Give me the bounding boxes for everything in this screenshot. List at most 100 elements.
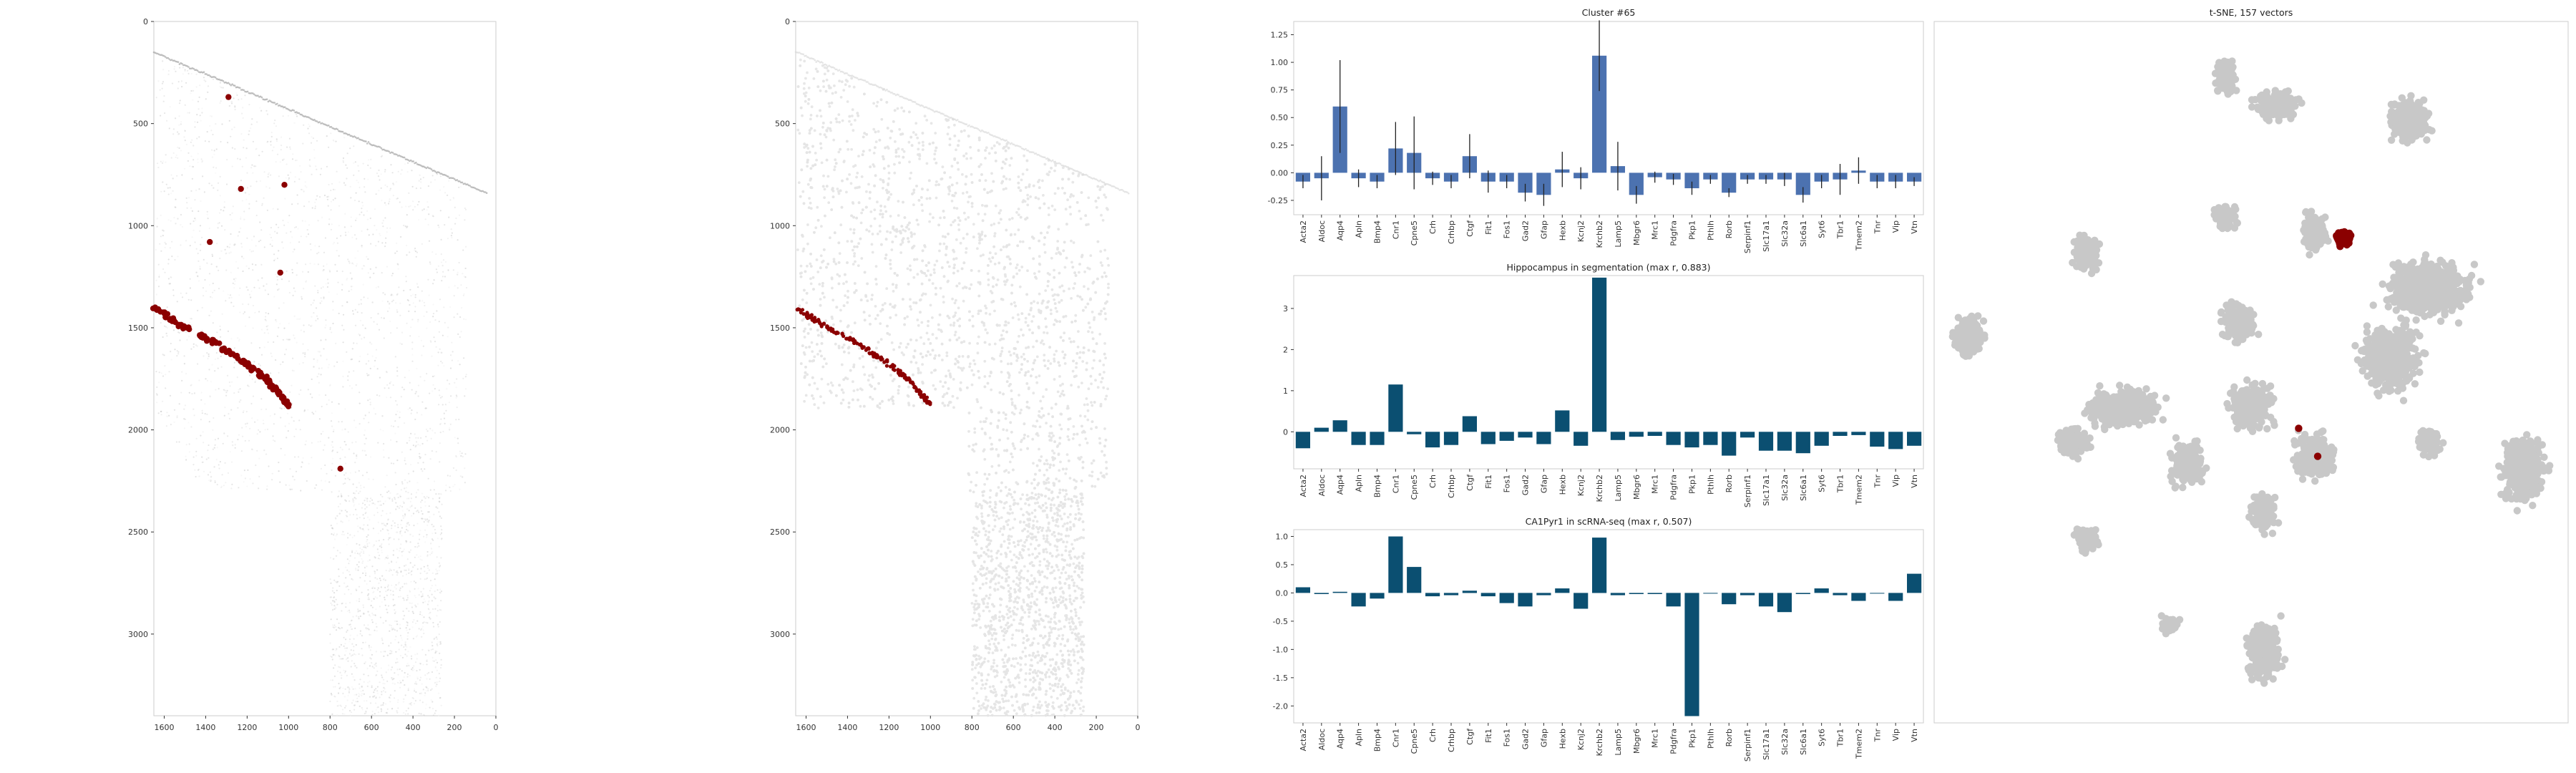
background-cell [411, 669, 414, 671]
background-cell [368, 422, 370, 424]
background-cell [162, 336, 164, 339]
background-cell [1065, 453, 1069, 456]
background-cell [440, 590, 443, 593]
background-cell [356, 455, 358, 457]
background-cell [288, 291, 291, 294]
background-cell [346, 167, 348, 169]
background-cell [208, 353, 210, 355]
background-cell [234, 109, 236, 111]
background-cell [186, 339, 188, 341]
background-cell [363, 546, 365, 548]
background-cell [410, 655, 413, 657]
background-cell [391, 679, 394, 681]
background-cell [405, 627, 407, 629]
background-cell [185, 143, 187, 145]
background-cell [383, 317, 385, 319]
background-cell [355, 219, 357, 221]
background-cell [426, 439, 429, 442]
background-cell [174, 349, 176, 351]
background-cell [338, 585, 341, 588]
background-cell [380, 173, 382, 175]
background-cell [197, 152, 199, 155]
background-cell [344, 184, 346, 186]
background-cell [435, 253, 437, 256]
surface-cell [203, 71, 205, 73]
background-cell [261, 277, 263, 279]
background-cell [342, 386, 344, 388]
background-cell [453, 316, 455, 319]
background-cell [333, 604, 336, 607]
surface-cell [233, 84, 236, 87]
background-cell [345, 603, 347, 605]
background-cell [406, 608, 408, 610]
background-cell [275, 161, 277, 163]
background-cell [258, 287, 260, 289]
background-cell [348, 653, 351, 655]
background-cell [190, 299, 192, 301]
background-cell [425, 428, 428, 430]
background-cell [208, 444, 210, 447]
background-cell [411, 389, 413, 391]
background-cell [351, 628, 353, 631]
background-cell [200, 419, 202, 421]
background-cell [364, 545, 366, 547]
background-cell [337, 692, 340, 694]
background-cell [363, 674, 365, 676]
background-cell [318, 373, 320, 375]
background-cell [329, 384, 331, 386]
background-cell [220, 366, 223, 368]
background-cell [365, 454, 367, 456]
background-cell [394, 498, 396, 500]
background-cell [300, 329, 302, 331]
background-cell [404, 463, 407, 465]
background-cell [377, 500, 379, 502]
background-cell [330, 655, 332, 658]
background-cell [421, 517, 423, 520]
background-cell [441, 361, 444, 364]
background-cell [359, 319, 362, 321]
background-cell [341, 324, 343, 326]
background-cell [459, 336, 461, 339]
background-cell [354, 199, 356, 202]
background-cell [324, 326, 326, 329]
background-cell [350, 666, 352, 668]
background-cell [411, 293, 414, 296]
background-cell [323, 265, 325, 267]
background-cell [336, 581, 338, 583]
background-cell [259, 364, 261, 366]
background-cell [225, 392, 228, 394]
background-cell [423, 616, 425, 618]
background-cell [429, 689, 432, 691]
background-cell [361, 548, 364, 550]
background-cell [343, 474, 346, 476]
background-cell [162, 100, 165, 102]
background-cell [359, 615, 361, 618]
background-cell [962, 211, 966, 215]
background-cell [188, 392, 190, 394]
background-cell [370, 497, 372, 500]
background-cell [379, 394, 381, 397]
background-cell [410, 326, 412, 329]
background-cell [379, 504, 381, 507]
background-cell [179, 339, 181, 341]
background-cell [439, 492, 441, 495]
background-cell [407, 689, 409, 691]
background-cell [324, 237, 326, 239]
background-cell [431, 593, 433, 595]
background-cell [354, 471, 356, 473]
background-cell [299, 429, 301, 431]
background-cell [434, 528, 436, 531]
background-cell [227, 142, 229, 144]
background-cell [164, 246, 166, 248]
background-cell [220, 100, 222, 102]
background-cell [457, 287, 459, 289]
background-cell [319, 173, 321, 175]
background-cell [444, 490, 447, 492]
background-cell [167, 278, 170, 280]
background-cell [426, 550, 429, 553]
background-cell [220, 485, 223, 487]
background-cell [353, 419, 356, 422]
background-cell [291, 268, 293, 271]
background-cell [320, 467, 322, 470]
background-cell [295, 470, 298, 472]
